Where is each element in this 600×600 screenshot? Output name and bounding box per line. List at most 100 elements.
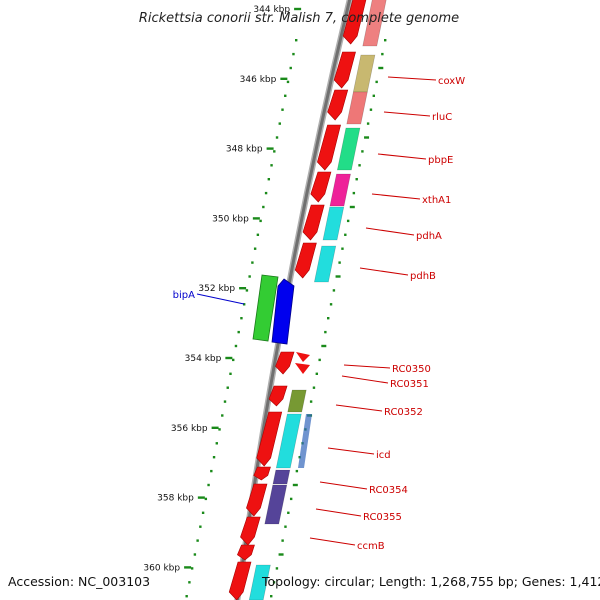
tick-dot <box>267 178 271 181</box>
cds-arrow <box>256 411 283 467</box>
outer-dot <box>375 80 378 84</box>
tick-dot <box>212 456 216 459</box>
accession-text: Accession: NC_003103 <box>8 574 150 589</box>
cog-category-boxes <box>248 0 387 600</box>
cds-arrow <box>228 561 252 600</box>
gene-label-icd[interactable]: icd <box>376 450 391 461</box>
gene-label-rc0354[interactable]: RC0354 <box>369 485 408 496</box>
gene-label-rc0350[interactable]: RC0350 <box>392 364 431 375</box>
tick-dot-ring <box>185 39 298 598</box>
cog-box <box>362 0 387 47</box>
tick-dot <box>245 289 249 292</box>
outer-dot <box>278 553 284 556</box>
outer-dot <box>327 317 330 320</box>
outer-dot <box>324 330 327 334</box>
outer-dot <box>341 247 344 250</box>
tick-dot <box>204 497 208 501</box>
outer-dot <box>372 94 376 97</box>
cog-box <box>322 206 345 241</box>
cds-arrow <box>240 516 261 546</box>
gene-label-rc0352[interactable]: RC0352 <box>384 407 423 418</box>
cog-box <box>264 484 288 525</box>
cog-box <box>275 413 302 469</box>
cds-arrow <box>333 51 356 89</box>
tick-dot <box>253 247 257 250</box>
leader-line <box>359 267 409 276</box>
tick-dot <box>278 122 281 125</box>
outer-dot <box>346 219 350 223</box>
bipA-genes <box>252 274 295 345</box>
tick-dot <box>292 52 295 56</box>
label-leader-lines <box>196 76 437 546</box>
outer-dot <box>364 136 370 139</box>
outer-dot <box>381 52 384 56</box>
outer-dot <box>275 567 279 570</box>
tick-dot <box>242 303 246 306</box>
cds-arrow <box>310 171 332 203</box>
tick-dot <box>284 94 287 97</box>
outer-dot <box>344 233 347 236</box>
gene-label-rluc[interactable]: rluC <box>432 112 452 123</box>
cds-forward-strand <box>228 0 367 600</box>
tick-dot <box>199 525 202 528</box>
outer-dot <box>335 275 341 278</box>
tick-label: 348 kbp <box>226 145 263 155</box>
tick-dot <box>248 275 251 278</box>
gene-label-ccmb[interactable]: ccmB <box>357 541 385 552</box>
outer-dot <box>315 372 319 375</box>
outer-dot <box>355 178 358 181</box>
tick-dot <box>264 191 268 195</box>
outer-dot <box>329 303 333 306</box>
outer-dot <box>284 525 287 528</box>
outer-dot <box>281 539 284 542</box>
cds-arrow <box>275 351 295 375</box>
cds-arrow <box>327 89 349 121</box>
leader-line <box>365 227 415 236</box>
cds-arrow <box>294 242 317 279</box>
outer-dot <box>289 497 293 501</box>
gene-label-rc0351[interactable]: RC0351 <box>390 379 429 390</box>
gene-label-pbpe[interactable]: pbpE <box>428 155 453 166</box>
gene-label-bipa[interactable]: bipA <box>173 290 195 301</box>
leader-line <box>315 508 362 517</box>
cds-arrow <box>342 0 367 45</box>
tick-dot <box>201 511 205 514</box>
cds-arrow <box>317 124 341 171</box>
outer-dot <box>312 386 316 389</box>
leader-line <box>319 481 368 490</box>
tick-marks: 344 kbp 346 kbp 348 kbp 350 kbp 352 kbp 354 k… <box>143 5 302 573</box>
tick-dot <box>210 469 213 473</box>
tick-dot <box>223 400 227 403</box>
tick-label: 346 kbp <box>240 75 277 85</box>
outer-dot <box>366 122 370 125</box>
tick-label: 358 kbp <box>157 494 194 504</box>
gene-label-xtha1[interactable]: xthA1 <box>422 195 451 206</box>
tick-label: 344 kbp <box>253 5 290 15</box>
tick-dot <box>229 372 232 375</box>
gene-label-pdhb[interactable]: pdhB <box>410 271 436 282</box>
tick-dot <box>251 261 254 264</box>
outer-dot <box>384 39 387 42</box>
tick-dot <box>240 317 243 320</box>
outer-dot <box>272 581 276 584</box>
bipA-blue-gene <box>271 278 295 345</box>
tick-dot <box>281 108 284 111</box>
outer-dot <box>338 261 341 264</box>
outer-dot <box>361 150 364 153</box>
gene-label-rc0355[interactable]: RC0355 <box>363 512 402 523</box>
leader-line <box>196 293 245 305</box>
outer-dot <box>349 205 355 209</box>
cds-arrow <box>268 385 288 407</box>
outer-dot <box>378 66 384 70</box>
cds-arrow <box>246 483 268 517</box>
cog-box-stripe <box>298 414 312 468</box>
leader-line <box>309 537 356 546</box>
leader-line <box>343 364 391 369</box>
gene-label-pdha[interactable]: pdhA <box>416 231 442 242</box>
tick-dot <box>259 219 262 223</box>
gene-label-coxw[interactable]: coxW <box>438 76 465 87</box>
tick-dot <box>273 150 276 153</box>
tick-dot <box>256 233 260 236</box>
tick-dot <box>193 553 197 556</box>
cds-fragment <box>295 363 310 374</box>
